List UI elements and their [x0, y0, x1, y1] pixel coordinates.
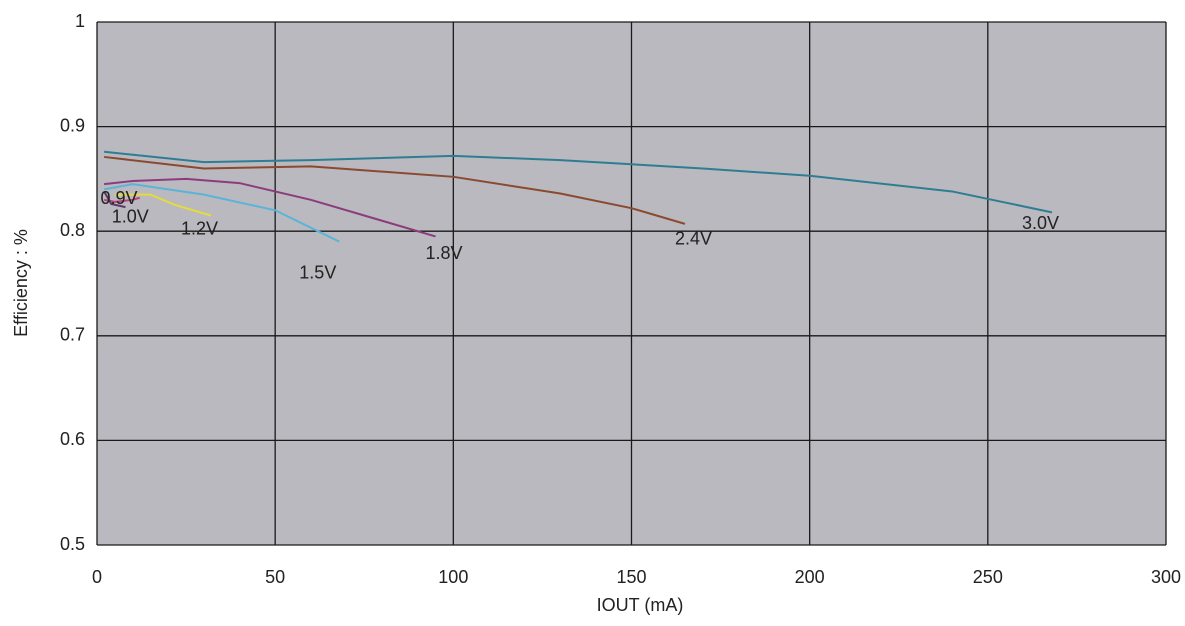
- y-tick-label: 0.9: [60, 115, 85, 135]
- series-line: [103, 183, 340, 243]
- series-label: 3.0V: [1022, 213, 1059, 233]
- y-tick-label: 0.8: [60, 220, 85, 240]
- series-line: [114, 193, 212, 217]
- series-line: [104, 155, 686, 225]
- x-tick-label: 200: [795, 567, 825, 587]
- x-tick-label: 250: [973, 567, 1003, 587]
- series-line: [104, 150, 1053, 214]
- x-tick-label: 50: [265, 567, 285, 587]
- x-tick-label: 300: [1151, 567, 1181, 587]
- series-label: 1.0V: [112, 206, 149, 226]
- series-label: 1.5V: [299, 262, 336, 282]
- y-axis-label: Efficiency : %: [11, 229, 31, 337]
- series-label: 1.2V: [181, 218, 218, 238]
- series-label: 2.4V: [675, 229, 712, 249]
- series-label: 1.8V: [426, 243, 463, 263]
- y-tick-label: 0.7: [60, 325, 85, 345]
- y-tick-label: 1: [75, 11, 85, 31]
- x-tick-label: 100: [438, 567, 468, 587]
- x-tick-label: 150: [616, 567, 646, 587]
- series-line: [104, 177, 436, 238]
- y-tick-label: 0.5: [60, 534, 85, 554]
- x-tick-label: 0: [92, 567, 102, 587]
- series-label: 0.9V: [101, 188, 138, 208]
- y-tick-label: 0.6: [60, 429, 85, 449]
- x-axis-label: IOUT (mA): [597, 595, 684, 615]
- series-line: [103, 190, 126, 209]
